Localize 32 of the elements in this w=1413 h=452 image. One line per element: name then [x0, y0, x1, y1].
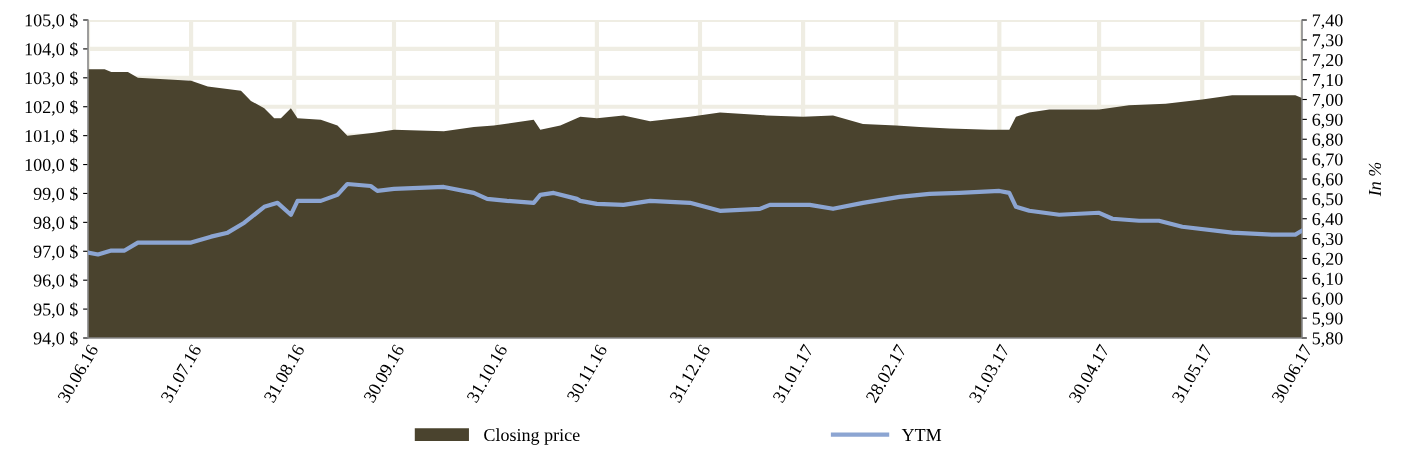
- y2-tick-label: 7,30: [1312, 34, 1343, 49]
- y2-tick-label: 6,50: [1312, 193, 1343, 208]
- y2-tick-label: 6,70: [1312, 153, 1343, 169]
- y2-axis-title: In %: [1368, 162, 1382, 197]
- y-tick-label: 105,0 $: [25, 13, 78, 30]
- y2-tick-label: 6,40: [1312, 213, 1343, 228]
- y2-tick-label: 6,30: [1312, 232, 1343, 248]
- y-tick-label: 96,0 $: [33, 273, 78, 290]
- y-tick-label: 100,0 $: [25, 157, 78, 174]
- y2-tick-label: 7,10: [1312, 73, 1343, 89]
- legend-label: YTM: [901, 429, 942, 441]
- y-tick-label: 97,0 $: [33, 244, 78, 261]
- y-tick-label: 101,0 $: [25, 128, 78, 145]
- legend-label: Closing price: [484, 428, 580, 445]
- y-tick-label: 102,0 $: [25, 99, 78, 116]
- y2-tick-label: 7,40: [1312, 14, 1343, 30]
- y-tick-label: 103,0 $: [25, 71, 78, 87]
- y-tick-label: 98,0 $: [33, 215, 78, 232]
- y2-tick-label: 6,00: [1312, 292, 1343, 308]
- y2-tick-label: 5,80: [1312, 332, 1343, 348]
- y2-tick-label: 6,10: [1312, 272, 1343, 288]
- y2-tick-label: 6,60: [1312, 173, 1343, 189]
- y-tick-label: 95,0 $: [33, 302, 78, 319]
- line-series: [88, 181, 1302, 257]
- y2-tick-label: 7,00: [1312, 93, 1343, 109]
- y2-tick-label: 5,90: [1312, 312, 1343, 328]
- y2-tick-label: 6,20: [1312, 252, 1343, 268]
- y2-tick-label: 7,20: [1312, 54, 1343, 69]
- y2-tick-label: 6,80: [1312, 133, 1343, 149]
- y2-tick-label: 6,90: [1312, 113, 1343, 129]
- y-tick-label: 99,0 $: [33, 186, 78, 203]
- y-tick-label: 104,0 $: [25, 42, 78, 58]
